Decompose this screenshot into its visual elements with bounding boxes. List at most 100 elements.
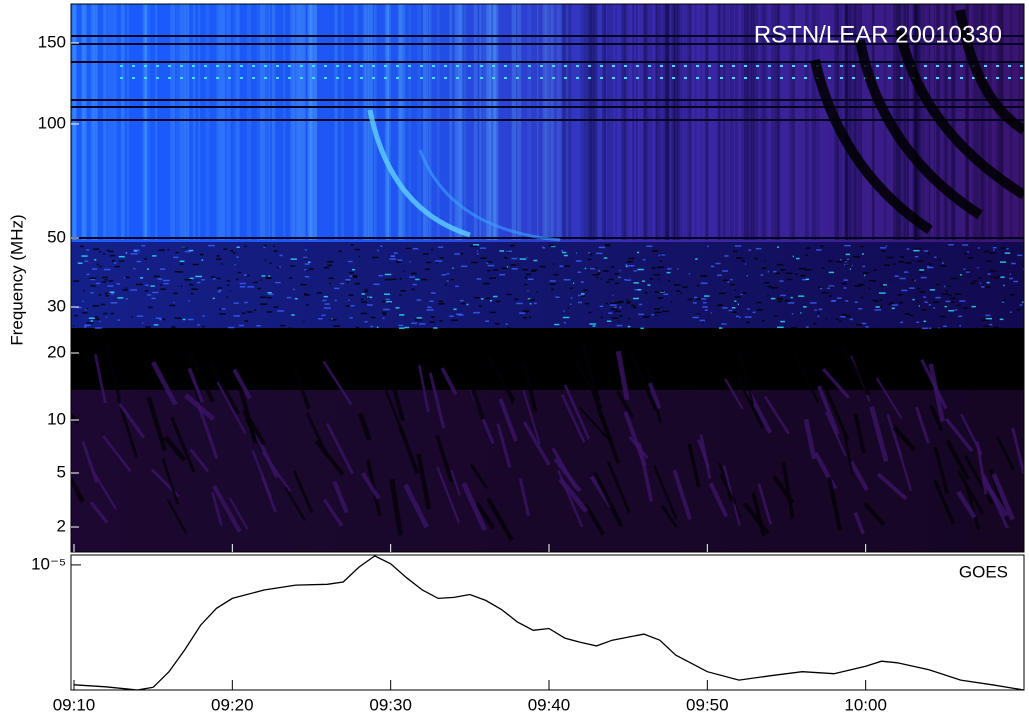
texture [757, 483, 773, 525]
texture [660, 4, 665, 240]
texture [349, 317, 353, 319]
texture [409, 261, 411, 263]
texture [929, 289, 936, 291]
texture [401, 4, 405, 240]
texture [928, 266, 931, 269]
texture [493, 4, 497, 240]
x-tick-label: 09:50 [686, 695, 729, 714]
texture [180, 263, 184, 265]
texture [1011, 427, 1024, 474]
texture [223, 248, 228, 250]
texture [444, 283, 447, 286]
texture [116, 283, 121, 285]
texture [710, 311, 712, 314]
texture [384, 4, 389, 240]
texture [701, 298, 707, 300]
texture [666, 4, 671, 240]
texture [371, 316, 376, 319]
texture [553, 457, 582, 493]
texture [904, 271, 909, 273]
texture [426, 309, 433, 311]
texture [609, 4, 614, 240]
texture [959, 324, 962, 327]
texture [631, 304, 636, 307]
texture [361, 293, 365, 295]
texture [131, 315, 134, 318]
texture [196, 401, 219, 459]
texture [107, 4, 113, 240]
texture [86, 249, 90, 251]
texture [688, 273, 690, 275]
texture [1019, 304, 1023, 306]
texture [596, 252, 603, 255]
texture [551, 288, 554, 291]
texture [581, 343, 601, 401]
texture [654, 291, 660, 293]
texture [364, 4, 369, 240]
y-tick-label: 50 [47, 227, 66, 246]
texture [121, 4, 124, 240]
texture [564, 265, 571, 267]
texture [575, 260, 582, 262]
texture [956, 469, 985, 515]
texture [272, 4, 274, 240]
texture [182, 4, 186, 240]
texture [845, 315, 851, 318]
texture [872, 327, 880, 330]
texture [831, 300, 836, 302]
texture [350, 244, 354, 246]
texture [987, 273, 991, 275]
texture [951, 277, 958, 280]
texture [805, 247, 811, 249]
spectrum-gap [71, 328, 1024, 390]
texture [606, 244, 611, 247]
texture [279, 266, 281, 268]
texture [795, 273, 798, 275]
texture [627, 265, 635, 267]
texture [220, 4, 226, 240]
texture [798, 295, 805, 297]
texture [86, 322, 94, 324]
texture [226, 4, 231, 240]
texture [244, 245, 247, 248]
burst [810, 58, 933, 235]
texture [777, 300, 782, 303]
texture [730, 278, 733, 281]
texture [126, 4, 129, 240]
texture [389, 478, 404, 536]
texture [878, 292, 886, 294]
texture [989, 270, 996, 272]
texture [600, 316, 604, 319]
texture [274, 281, 281, 284]
texture [707, 245, 709, 248]
texture [99, 250, 101, 253]
texture [594, 267, 598, 269]
texture [346, 281, 349, 283]
texture [95, 4, 98, 240]
texture [486, 261, 492, 263]
texture [308, 268, 314, 270]
texture [354, 248, 360, 251]
texture [654, 308, 660, 310]
texture [811, 4, 816, 240]
texture [489, 277, 497, 279]
texture [84, 324, 91, 327]
texture [84, 260, 89, 262]
texture [492, 4, 497, 240]
texture [959, 275, 962, 277]
texture [969, 282, 975, 285]
texture [424, 268, 430, 271]
texture [354, 282, 360, 285]
texture [236, 246, 240, 248]
texture [980, 4, 985, 240]
texture [626, 298, 629, 301]
texture [562, 4, 566, 240]
texture [757, 309, 764, 311]
texture [146, 268, 150, 270]
texture [360, 298, 364, 301]
texture [944, 305, 947, 308]
texture [345, 278, 351, 281]
texture [160, 288, 166, 291]
texture [480, 257, 487, 259]
texture [903, 4, 906, 240]
